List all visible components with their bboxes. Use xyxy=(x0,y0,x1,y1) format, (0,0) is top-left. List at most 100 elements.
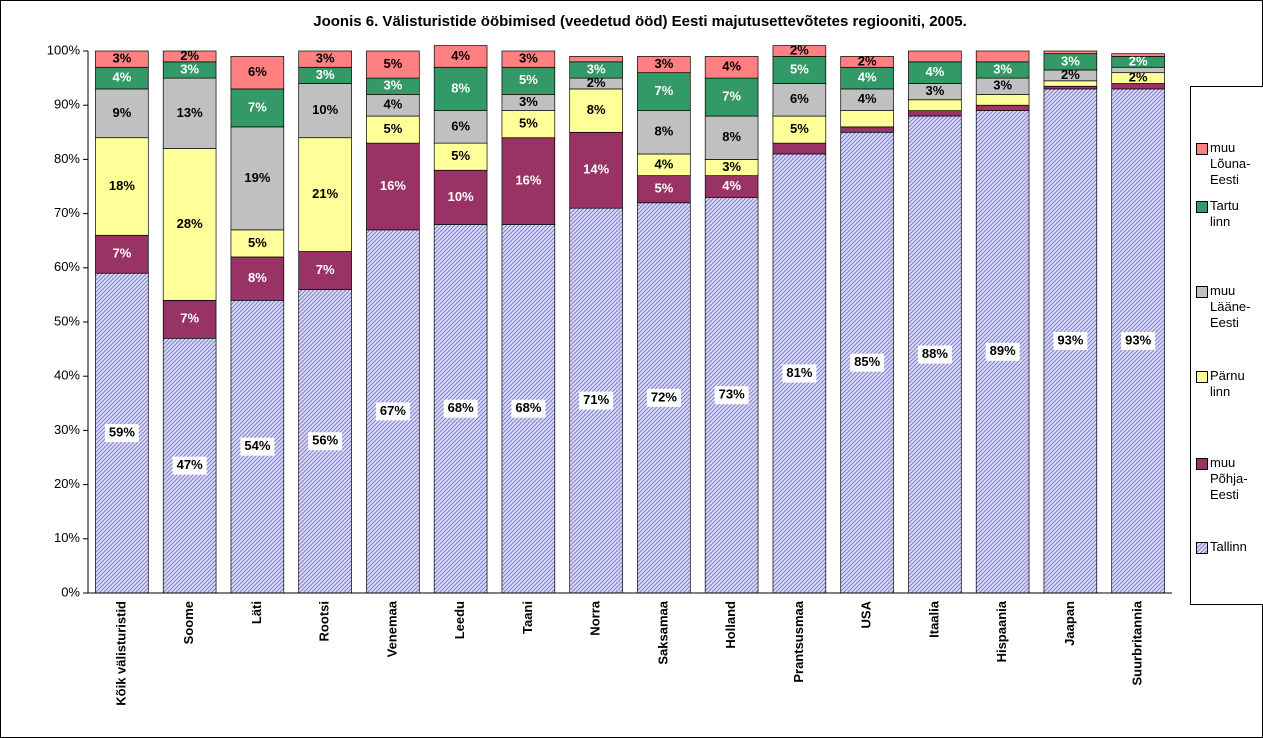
bar-segment xyxy=(569,56,623,63)
data-label: 2% xyxy=(1061,67,1080,82)
x-tick-label: Suurbritannia xyxy=(1130,600,1145,685)
data-label: 89% xyxy=(990,343,1016,358)
data-label: 10% xyxy=(312,102,338,117)
x-tick-label: Soome xyxy=(181,601,196,644)
legend-swatch xyxy=(1196,542,1208,554)
bar-segment xyxy=(772,56,827,84)
data-label: 68% xyxy=(515,400,541,415)
data-label: 5% xyxy=(519,72,538,87)
label-bg xyxy=(985,342,1020,361)
bar-segment xyxy=(162,148,217,301)
data-label: 3% xyxy=(587,61,606,76)
bar-segment xyxy=(1043,85,1098,90)
label-bg xyxy=(375,402,410,421)
data-label: 5% xyxy=(790,61,809,76)
data-label: 3% xyxy=(722,159,741,174)
bar-segment xyxy=(501,110,556,139)
bar-segment xyxy=(569,131,623,209)
data-label: 3% xyxy=(993,61,1012,76)
y-tick-label: 70% xyxy=(54,205,80,220)
legend-label: Pärnu linn xyxy=(1210,368,1245,399)
data-label: 4% xyxy=(925,64,944,79)
bar-segment xyxy=(772,45,827,57)
bar-segment xyxy=(975,50,1030,63)
x-tick-label: Saksamaa xyxy=(655,600,670,664)
bar-segment xyxy=(501,50,556,68)
x-tick-label: Läti xyxy=(249,601,264,624)
data-label: 4% xyxy=(654,156,673,171)
legend-label: Tartu linn xyxy=(1210,198,1239,229)
bar-segment xyxy=(162,50,217,63)
data-label: 5% xyxy=(383,121,402,136)
data-label: 5% xyxy=(790,121,809,136)
data-label: 16% xyxy=(515,173,541,188)
data-label: 5% xyxy=(451,148,470,163)
label-bg xyxy=(646,388,681,407)
x-tick-label: Leedu xyxy=(452,601,467,639)
data-label: 3% xyxy=(1061,53,1080,68)
data-label: 4% xyxy=(722,178,741,193)
bar-segment xyxy=(298,137,352,252)
data-label: 4% xyxy=(383,97,402,112)
data-label: 7% xyxy=(248,99,267,114)
data-label: 7% xyxy=(112,246,131,261)
data-label: 7% xyxy=(722,89,741,104)
data-label: 3% xyxy=(316,67,335,82)
label-bg xyxy=(1053,331,1088,350)
data-label: 4% xyxy=(451,48,470,63)
legend-swatch xyxy=(1196,371,1208,383)
x-tick-label: Jaapan xyxy=(1062,601,1077,646)
data-label: 7% xyxy=(654,83,673,98)
data-label: 16% xyxy=(380,178,406,193)
x-tick-label: Taani xyxy=(520,601,535,634)
data-label: 3% xyxy=(654,56,673,71)
legend-swatch xyxy=(1196,458,1208,470)
bar-segment xyxy=(569,88,623,133)
y-tick-label: 20% xyxy=(54,476,80,491)
label-bg xyxy=(443,399,478,418)
x-tick-label: Itaalia xyxy=(926,600,941,638)
data-label: 6% xyxy=(451,118,470,133)
label-bg xyxy=(850,353,885,372)
data-label: 3% xyxy=(519,94,538,109)
bar-segment xyxy=(840,126,894,133)
bar-segment xyxy=(840,56,894,68)
bar-segment xyxy=(162,77,217,149)
y-tick-label: 0% xyxy=(61,584,80,599)
y-tick-label: 30% xyxy=(54,422,80,437)
legend-label: muu Põhja-Eesti xyxy=(1210,455,1248,502)
data-label: 19% xyxy=(244,170,270,185)
data-label: 4% xyxy=(858,91,877,106)
data-label: 72% xyxy=(651,389,677,404)
data-label: 56% xyxy=(312,433,338,448)
bar-segment xyxy=(230,126,285,231)
bar-segment xyxy=(230,256,285,301)
data-label: 3% xyxy=(993,78,1012,93)
bar-segment xyxy=(772,115,827,144)
data-label: 4% xyxy=(112,70,131,85)
y-tick-label: 40% xyxy=(54,368,80,383)
bar-segment xyxy=(704,56,759,79)
bar-segment xyxy=(1111,53,1165,57)
bar-segment xyxy=(230,56,285,90)
data-label: 7% xyxy=(316,262,335,277)
data-label: 4% xyxy=(722,59,741,74)
label-bg xyxy=(714,386,749,405)
data-label: 4% xyxy=(858,70,877,85)
data-label: 3% xyxy=(316,51,335,66)
data-label: 2% xyxy=(790,42,809,57)
bar-segment xyxy=(975,94,1030,106)
data-label: 6% xyxy=(248,64,267,79)
bar-segment xyxy=(501,66,556,95)
chart-title: Joonis 6. Välisturistide ööbimised (veed… xyxy=(313,13,966,30)
data-label: 47% xyxy=(177,457,203,472)
bar-segment xyxy=(908,99,962,111)
y-tick-label: 90% xyxy=(54,97,80,112)
label-bg xyxy=(782,364,817,383)
data-label: 8% xyxy=(587,102,606,117)
legend-swatch xyxy=(1196,143,1208,155)
data-label: 8% xyxy=(451,80,470,95)
data-label: 14% xyxy=(583,162,609,177)
label-bg xyxy=(172,456,207,475)
